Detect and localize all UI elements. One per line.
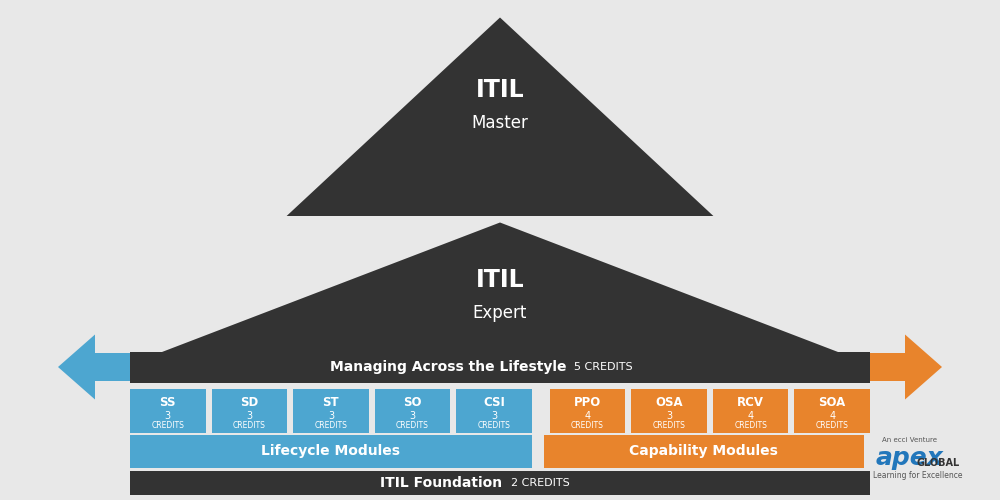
Text: CREDITS: CREDITS [314,421,347,430]
Text: Learning for Excellence: Learning for Excellence [873,472,963,480]
Bar [375,388,450,432]
Text: 3: 3 [328,411,334,421]
Text: CREDITS: CREDITS [151,421,184,430]
Text: CREDITS: CREDITS [478,421,510,430]
Bar [544,435,864,468]
Bar [130,388,206,432]
Text: 3: 3 [666,411,672,421]
Text: 4: 4 [748,411,754,421]
Bar [713,388,788,432]
Polygon shape [58,334,130,400]
Text: Master: Master [472,114,528,132]
Text: CREDITS: CREDITS [816,421,849,430]
Text: 3: 3 [491,411,497,421]
Text: apex: apex [876,446,944,469]
Bar [293,388,369,432]
Bar [130,435,532,468]
Polygon shape [285,18,715,218]
Text: CREDITS: CREDITS [396,421,429,430]
Text: PPO: PPO [574,396,601,409]
Text: CSI: CSI [483,396,505,409]
Text: CREDITS: CREDITS [571,421,604,430]
Bar [130,471,870,495]
Text: 3: 3 [409,411,416,421]
Bar [550,388,625,432]
Bar [270,216,730,221]
Text: CREDITS: CREDITS [734,421,767,430]
Text: OSA: OSA [655,396,683,409]
Text: RCV: RCV [737,396,764,409]
Text: 5 CREDITS: 5 CREDITS [574,362,633,372]
Text: Capability Modules: Capability Modules [629,444,778,458]
Text: 3: 3 [246,411,252,421]
Text: SD: SD [240,396,258,409]
Text: ITIL: ITIL [476,78,524,102]
Text: SS: SS [160,396,176,409]
Text: ITIL: ITIL [476,268,524,292]
Text: ST: ST [323,396,339,409]
Text: GLOBAL: GLOBAL [916,458,960,468]
Text: 4: 4 [584,411,591,421]
Text: Expert: Expert [473,304,527,322]
Text: 4: 4 [829,411,835,421]
Text: SO: SO [403,396,422,409]
Bar [212,388,287,432]
Text: An ecci Venture: An ecci Venture [883,437,938,443]
Polygon shape [870,334,942,400]
Bar [130,352,870,382]
Text: ITIL Foundation: ITIL Foundation [380,476,502,490]
Bar [456,388,532,432]
Text: Lifecycle Modules: Lifecycle Modules [261,444,400,458]
Text: CREDITS: CREDITS [653,421,686,430]
Text: 3: 3 [165,411,171,421]
Polygon shape [115,222,885,370]
Text: CREDITS: CREDITS [233,421,266,430]
Text: Managing Across the Lifestyle: Managing Across the Lifestyle [330,360,566,374]
Text: 2 CREDITS: 2 CREDITS [511,478,570,488]
Text: SOA: SOA [819,396,846,409]
Bar [631,388,707,432]
Bar [794,388,870,432]
